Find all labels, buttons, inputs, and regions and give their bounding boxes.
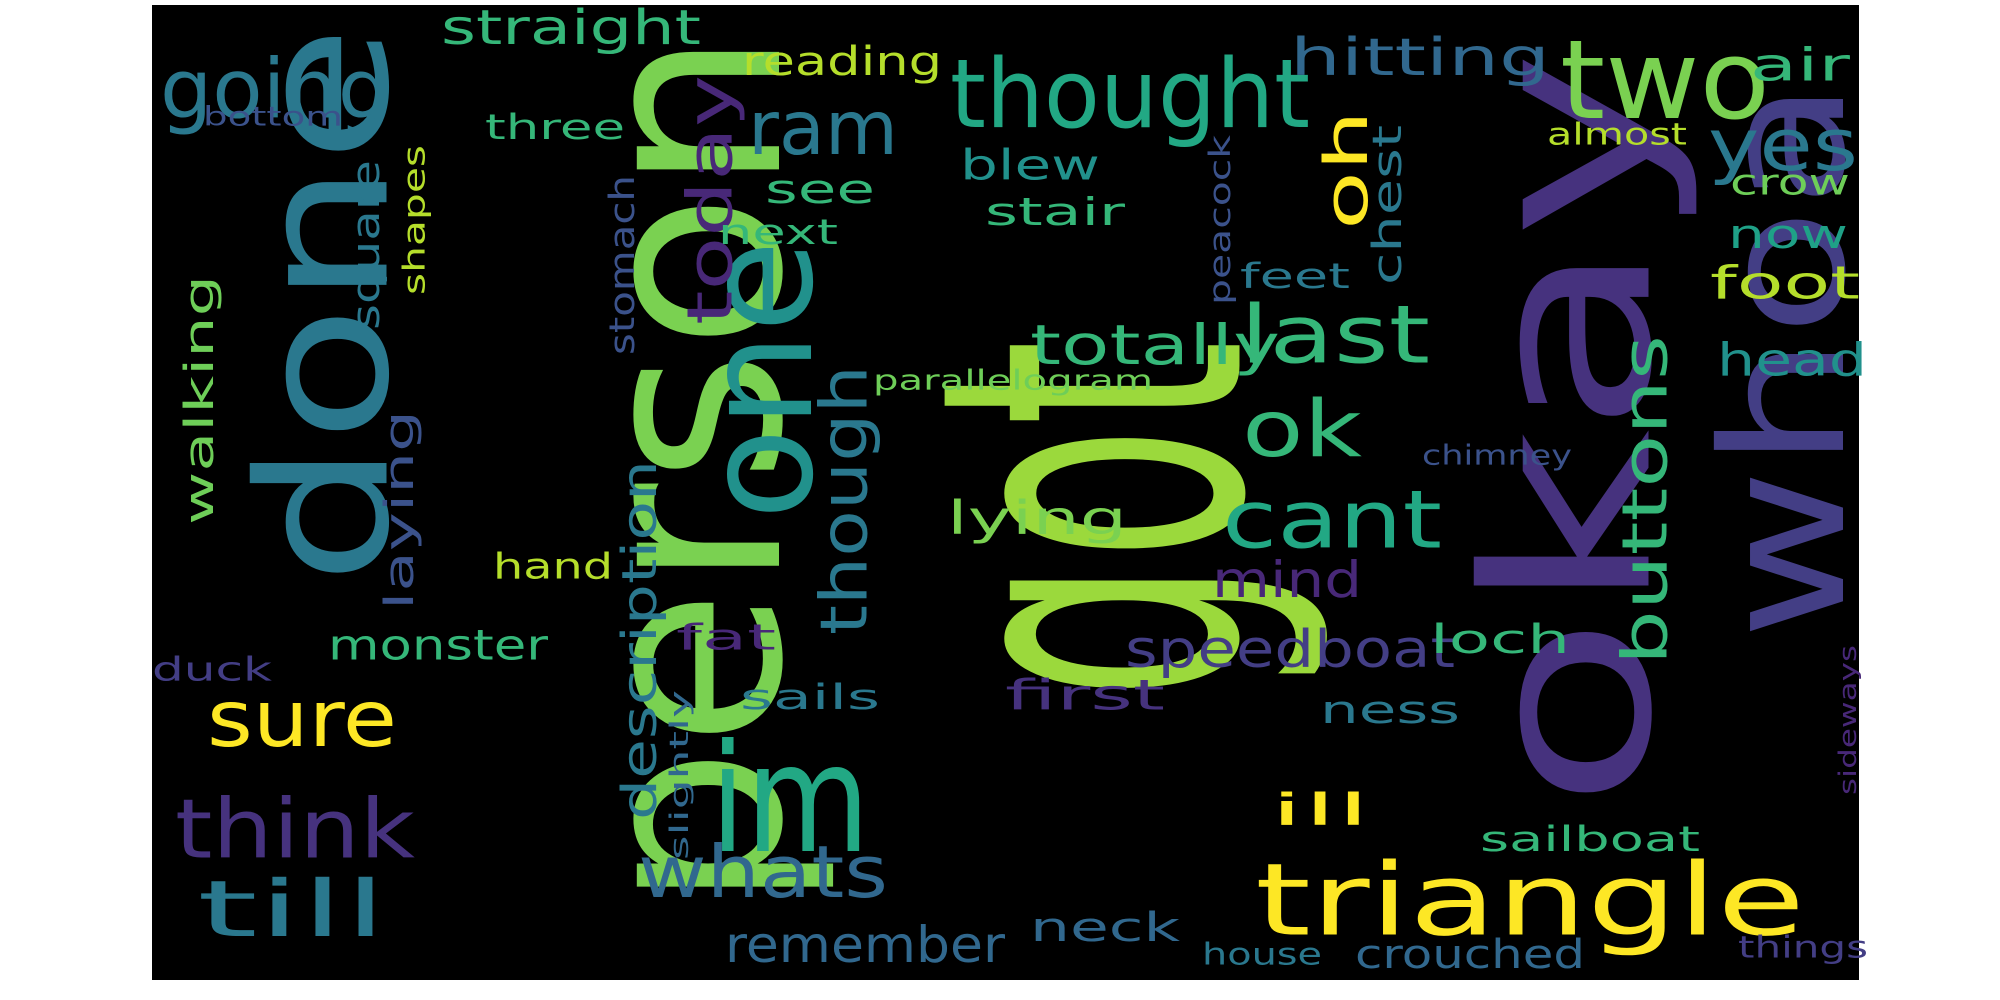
word-laying: laying bbox=[377, 410, 423, 610]
word-one: one bbox=[673, 240, 847, 520]
word-totally: totally bbox=[1030, 313, 1280, 377]
word-first: first bbox=[1005, 671, 1165, 720]
word-crow: crow bbox=[1730, 163, 1850, 204]
word-three: three bbox=[485, 108, 625, 148]
word-done: done bbox=[221, 25, 430, 585]
word-bottom: bottom bbox=[203, 102, 343, 133]
word-square: square bbox=[344, 160, 388, 330]
word-parallelogram: parallelogram bbox=[873, 364, 1153, 397]
word-see: see bbox=[765, 167, 875, 213]
word-chest: chest bbox=[1365, 125, 1411, 285]
word-shapes: shapes bbox=[398, 145, 433, 295]
word-going: going bbox=[160, 43, 390, 138]
word-almost: almost bbox=[1547, 118, 1687, 153]
word-next: next bbox=[718, 213, 838, 253]
word-head: head bbox=[1717, 334, 1867, 387]
word-air: air bbox=[1750, 39, 1851, 92]
word-ill: ill bbox=[1270, 785, 1370, 836]
word-buttons: buttons bbox=[1609, 335, 1682, 665]
word-yes: yes bbox=[1708, 103, 1858, 187]
word-last: last bbox=[1240, 289, 1430, 382]
word-sails: sails bbox=[740, 678, 880, 718]
word-remember: remember bbox=[725, 916, 1005, 974]
word-im: im bbox=[710, 713, 870, 887]
word-walking: walking bbox=[177, 275, 223, 525]
word-oh: oh bbox=[1312, 110, 1382, 230]
word-ok: ok bbox=[1242, 385, 1362, 475]
word-sure: sure bbox=[207, 675, 397, 765]
word-cloud-background bbox=[152, 5, 1859, 980]
word-hitting: hitting bbox=[1290, 28, 1550, 88]
word-thought: thought bbox=[950, 40, 1310, 150]
word-feet: feet bbox=[1240, 257, 1350, 297]
word-ness: ness bbox=[1320, 688, 1460, 732]
word-monster: monster bbox=[328, 621, 549, 670]
word-cant: cant bbox=[1222, 474, 1442, 567]
word-peacock: peacock bbox=[1203, 135, 1237, 305]
word-now: now bbox=[1728, 212, 1848, 258]
word-speedboat: speedboat bbox=[1125, 620, 1455, 680]
word-till: till bbox=[197, 865, 387, 955]
word-description: description bbox=[612, 460, 668, 820]
word-neck: neck bbox=[1030, 905, 1181, 951]
word-straight: straight bbox=[441, 0, 701, 56]
word-think: think bbox=[175, 783, 416, 878]
word-fat: fat bbox=[676, 618, 776, 659]
word-person: person bbox=[539, 30, 841, 910]
word-sailboat: sailboat bbox=[1480, 820, 1700, 860]
word-whoa: whoa bbox=[1686, 80, 1884, 640]
word-today: today bbox=[674, 75, 747, 325]
word-lying: lying bbox=[947, 491, 1127, 545]
word-okay: okay bbox=[1437, 50, 1704, 810]
word-reading: reading bbox=[742, 39, 942, 85]
word-sideways: sideways bbox=[1834, 645, 1862, 795]
word-stomach: stomach bbox=[603, 175, 643, 355]
word-ram: ram bbox=[748, 84, 898, 172]
word-foot: foot bbox=[1710, 257, 1860, 310]
word-whats: whats bbox=[638, 830, 888, 914]
word-stair: stair bbox=[985, 190, 1126, 234]
word-hand: hand bbox=[493, 547, 613, 588]
word-loch: loch bbox=[1430, 617, 1570, 663]
word-got: got bbox=[851, 340, 1340, 700]
word-things: things bbox=[1738, 931, 1868, 966]
word-though: though bbox=[808, 365, 883, 635]
word-duck: duck bbox=[152, 650, 273, 689]
word-triangle: triangle bbox=[1255, 842, 1805, 959]
word-mind: mind bbox=[1212, 551, 1362, 609]
word-two: two bbox=[1560, 16, 1770, 144]
word-crouched: crouched bbox=[1355, 932, 1585, 978]
word-slightly: slightly bbox=[665, 690, 695, 860]
word-house: house bbox=[1202, 938, 1322, 973]
word-blew: blew bbox=[960, 141, 1100, 190]
word-chimney: chimney bbox=[1422, 439, 1572, 472]
